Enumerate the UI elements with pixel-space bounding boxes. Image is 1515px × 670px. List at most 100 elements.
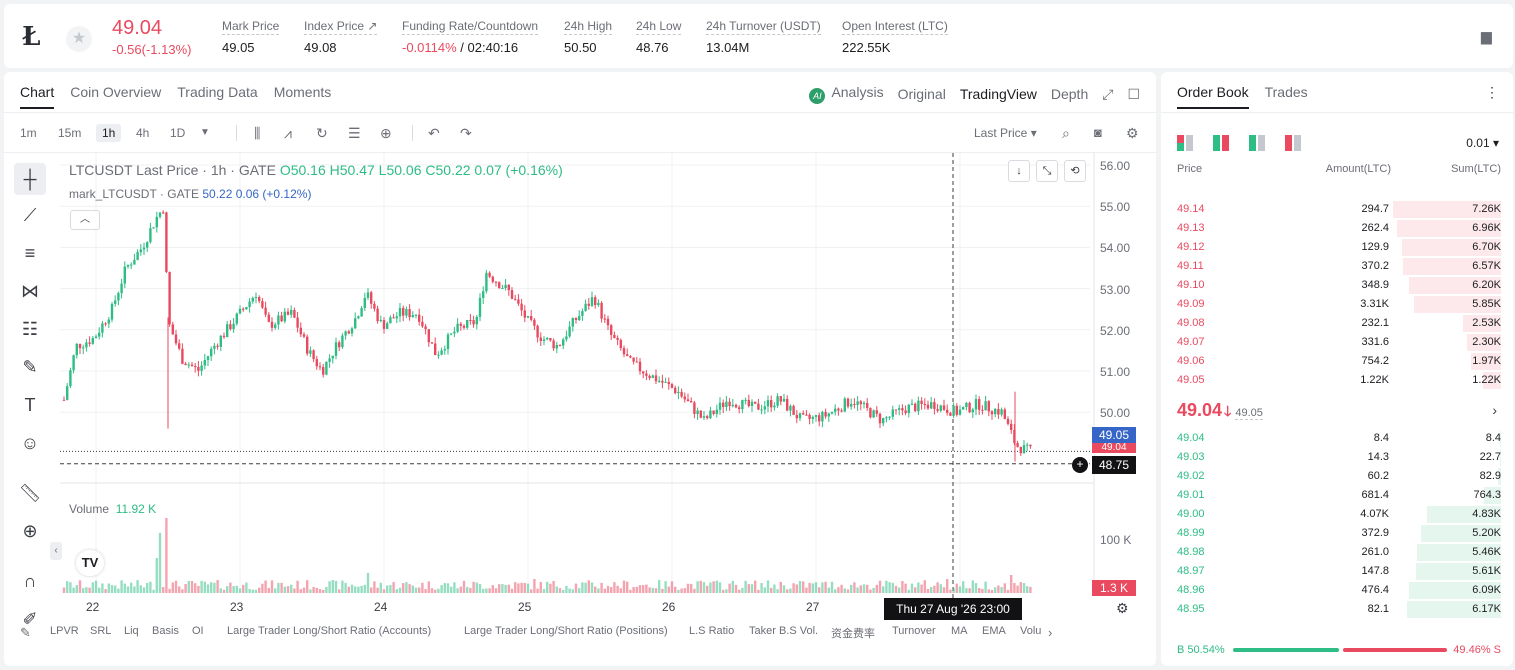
horizontal-lines-icon[interactable]: ≡	[24, 243, 36, 263]
indicator-lpvr[interactable]: LPVR	[50, 625, 79, 637]
indicator-ma[interactable]: MA	[951, 625, 968, 637]
indicator-basis[interactable]: Basis	[152, 625, 179, 637]
tab-coin-overview[interactable]: Coin Overview	[70, 84, 162, 100]
legend-collapse-button[interactable]: ︿	[70, 210, 100, 230]
fullscreen-icon[interactable]: ⤢	[1102, 85, 1114, 102]
template-icon[interactable]: ☰	[348, 125, 361, 141]
indicator-ema[interactable]: EMA	[982, 625, 1006, 637]
stat-funding-rate[interactable]: Funding Rate/Countdown -0.0114% / 02:40:…	[402, 19, 539, 55]
more-icon[interactable]: ⋮	[1485, 84, 1499, 100]
orderbook-row[interactable]: 49.01 681.4 764.3	[1161, 486, 1513, 505]
magnet-icon[interactable]: ∩	[23, 571, 37, 591]
precision-select[interactable]: 0.01 ▾	[1466, 136, 1499, 150]
camera-icon[interactable]: ◙	[1094, 125, 1102, 140]
indicator-liq[interactable]: Liq	[124, 625, 139, 637]
orderbook-row[interactable]: 48.96 476.4 6.09K	[1161, 581, 1513, 600]
orderbook-row[interactable]: 49.14 294.7 7.26K	[1161, 200, 1513, 219]
orderbook-row[interactable]: 48.95 82.1 6.17K	[1161, 600, 1513, 619]
orderbook-row[interactable]: 48.97 147.8 5.61K	[1161, 562, 1513, 581]
orderbook-row[interactable]: 49.12 129.9 6.70K	[1161, 238, 1513, 257]
orderbook-row[interactable]: 48.98 261.0 5.46K	[1161, 543, 1513, 562]
notebook-icon[interactable]: ▆	[1481, 28, 1492, 44]
view-tradingview[interactable]: TradingView	[959, 86, 1037, 102]
undo-icon[interactable]: ↶	[428, 125, 440, 141]
orderbook-row[interactable]: 49.10 348.9 6.20K	[1161, 276, 1513, 295]
indicator-srl[interactable]: SRL	[90, 625, 112, 637]
stat-index-price[interactable]: Index Price ↗ 49.08	[304, 19, 378, 55]
chevron-right-icon[interactable]: ›	[1492, 402, 1497, 418]
search-icon[interactable]: ⌕	[1062, 125, 1070, 141]
timeframe-1h[interactable]: 1h	[96, 124, 122, 142]
refresh-icon[interactable]: ↻	[316, 125, 328, 141]
view-bids-icon[interactable]	[1249, 135, 1265, 151]
redo-icon[interactable]: ↷	[460, 125, 472, 141]
collapse-pane-icon[interactable]: ⤡	[1036, 160, 1058, 182]
orderbook-row[interactable]: 49.02 60.2 82.9	[1161, 467, 1513, 486]
mid-price[interactable]: 49.04 🡓︎ 49.05	[1177, 400, 1263, 425]
indicator-volume[interactable]: Volu	[1020, 625, 1042, 637]
indicators-icon[interactable]: ⩘	[284, 125, 292, 141]
axis-settings-icon[interactable]: ⚙	[1116, 600, 1129, 616]
tradingview-logo-icon[interactable]: TV	[76, 550, 104, 576]
emoji-icon[interactable]: ☺	[20, 433, 40, 453]
favorite-star-icon[interactable]: ★	[66, 26, 92, 52]
timeframe-4h[interactable]: 4h	[136, 126, 150, 140]
indicator-taker-vol[interactable]: Taker B.S Vol.	[749, 625, 819, 637]
add-alert-icon[interactable]: +	[1072, 457, 1088, 473]
tab-trading-data[interactable]: Trading Data	[177, 84, 258, 100]
trendline-icon[interactable]: ⟋	[23, 205, 37, 225]
candle-type-icon[interactable]: ⫼	[254, 125, 261, 141]
timeframe-1m[interactable]: 1m	[20, 126, 37, 140]
tab-trades[interactable]: Trades	[1264, 84, 1308, 100]
view-original[interactable]: Original	[897, 86, 946, 102]
analysis-button[interactable]: AI Analysis	[809, 84, 884, 104]
price-chart[interactable]	[60, 153, 1156, 666]
price-type-select[interactable]: Last Price ▾	[974, 126, 1037, 140]
pattern-icon[interactable]: ⋈	[21, 281, 39, 301]
indicator-turnover[interactable]: Turnover	[892, 625, 936, 637]
fib-icon[interactable]: ☷	[21, 319, 39, 339]
zoom-in-icon[interactable]: ⊕	[22, 521, 38, 541]
stat-mark-price[interactable]: Mark Price 49.05	[222, 19, 280, 55]
orderbook-row[interactable]: 49.07 331.6 2.30K	[1161, 333, 1513, 352]
tab-chart[interactable]: Chart	[20, 84, 55, 109]
indicator-ls-positions[interactable]: Large Trader Long/Short Ratio (Positions…	[464, 625, 668, 637]
gear-icon[interactable]: ⚙	[1126, 125, 1139, 141]
indicator-edit-icon[interactable]: ✎	[20, 625, 31, 640]
stat-open-interest[interactable]: Open Interest (LTC) 222.55K	[842, 19, 948, 55]
indicator-ls-ratio[interactable]: L.S Ratio	[689, 625, 735, 637]
text-icon[interactable]: T	[24, 395, 36, 415]
window-icon[interactable]: ☐	[1127, 85, 1140, 102]
orderbook-row[interactable]: 49.00 4.07K 4.83K	[1161, 505, 1513, 524]
orderbook-row[interactable]: 49.11 370.2 6.57K	[1161, 257, 1513, 276]
view-both-icon[interactable]	[1177, 135, 1193, 151]
tab-order-book[interactable]: Order Book	[1177, 84, 1249, 109]
expand-toolbar-icon[interactable]: ‹	[50, 542, 62, 560]
orderbook-row[interactable]: 48.99 372.9 5.20K	[1161, 524, 1513, 543]
brush-icon[interactable]: ✎	[22, 357, 38, 377]
orderbook-row[interactable]: 49.04 8.4 8.4	[1161, 429, 1513, 448]
indicator-oi[interactable]: OI	[192, 625, 204, 637]
orderbook-row[interactable]: 49.13 262.4 6.96K	[1161, 219, 1513, 238]
ruler-icon[interactable]: 📏︎	[18, 483, 42, 503]
tab-moments[interactable]: Moments	[273, 84, 332, 100]
add-indicator-icon[interactable]: ⊕	[380, 125, 392, 141]
orderbook-row[interactable]: 49.06 754.2 1.97K	[1161, 352, 1513, 371]
timeframe-1d[interactable]: 1D	[170, 126, 186, 140]
crosshair-icon[interactable]: ┼	[14, 163, 46, 195]
orderbook-row[interactable]: 49.05 1.22K 1.22K	[1161, 371, 1513, 390]
scroll-down-icon[interactable]: ↓	[1008, 160, 1030, 182]
pencil-lock-icon[interactable]: ✐	[22, 609, 38, 629]
chevron-right-icon[interactable]: ›	[1048, 625, 1053, 640]
indicator-ls-accounts[interactable]: Large Trader Long/Short Ratio (Accounts)	[227, 625, 432, 637]
view-split-icon[interactable]	[1213, 135, 1229, 151]
view-asks-icon[interactable]	[1285, 135, 1301, 151]
timeframe-dropdown-icon[interactable]: ▼	[200, 127, 210, 138]
timeframe-15m[interactable]: 15m	[58, 126, 82, 140]
orderbook-row[interactable]: 49.08 232.1 2.53K	[1161, 314, 1513, 333]
indicator-funding[interactable]: 资金费率	[831, 628, 875, 640]
orderbook-row[interactable]: 49.09 3.31K 5.85K	[1161, 295, 1513, 314]
maximize-pane-icon[interactable]: ⟲	[1064, 160, 1086, 182]
orderbook-row[interactable]: 49.03 14.3 22.7	[1161, 448, 1513, 467]
view-depth[interactable]: Depth	[1050, 86, 1089, 102]
